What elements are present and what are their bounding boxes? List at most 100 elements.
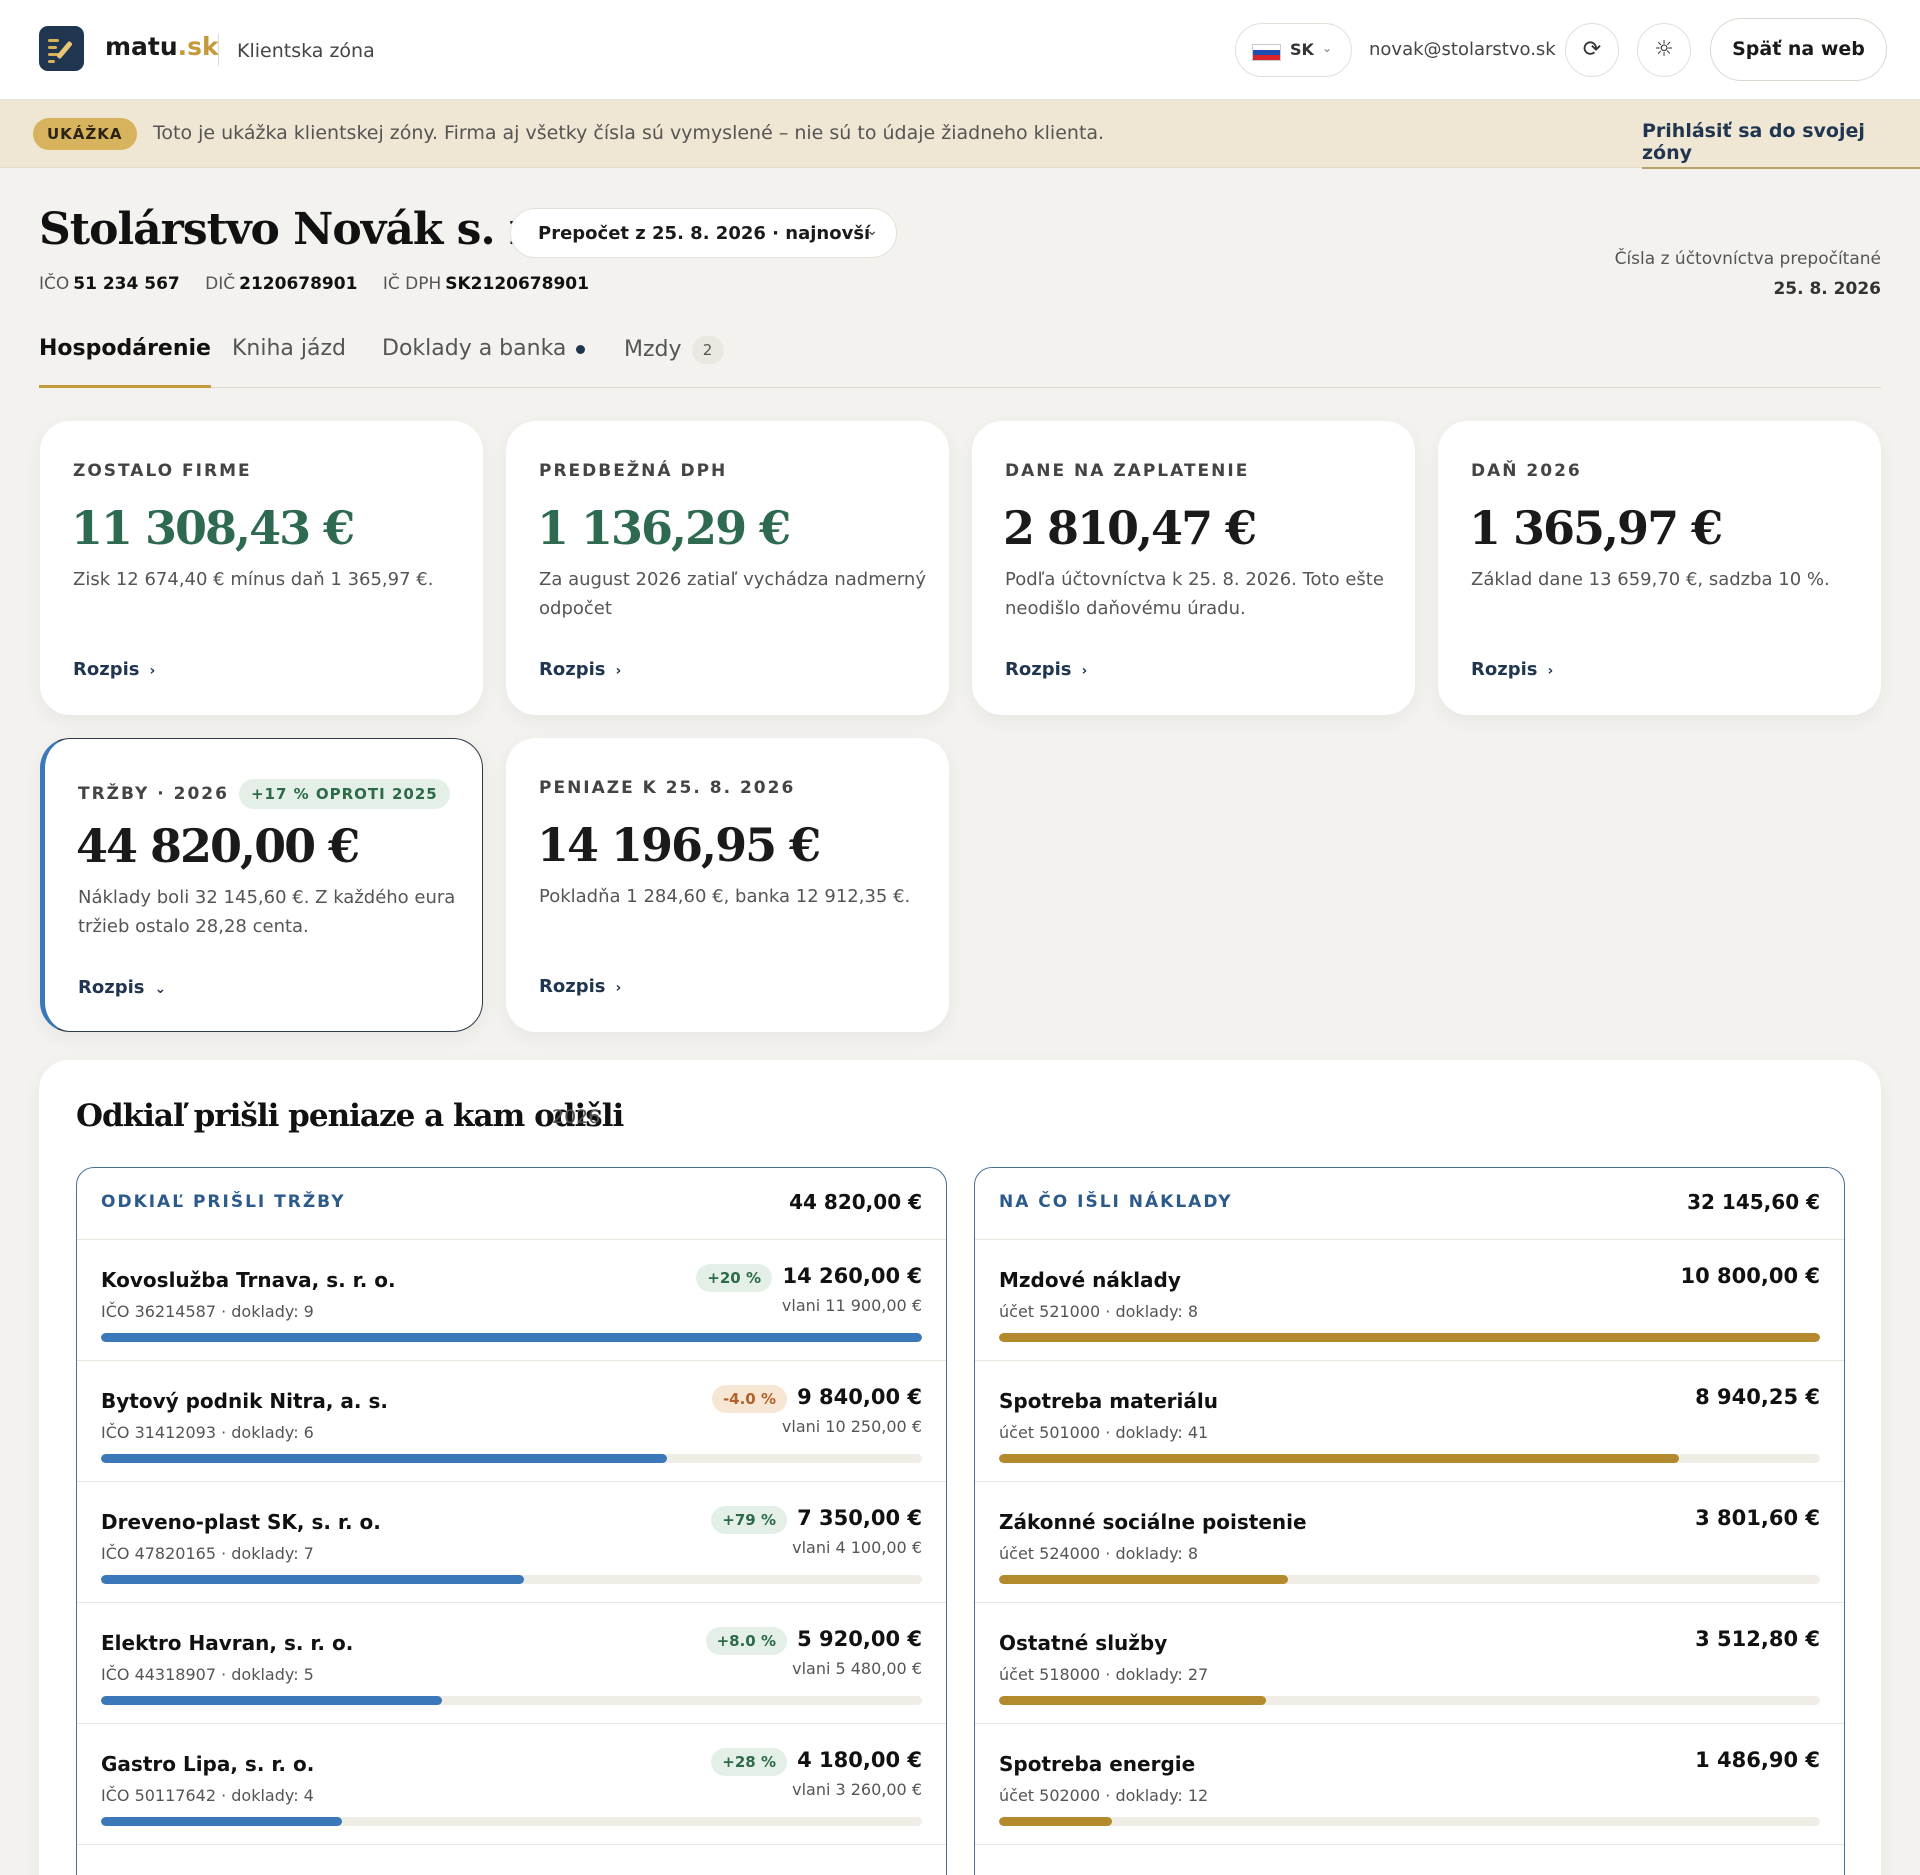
icdph-label: IČ DPH: [382, 274, 442, 294]
list-row[interactable]: Dreveno-plast SK, s. r. o. IČO 47820165 ·…: [77, 1482, 946, 1603]
kpi-label: ZOSTALO FIRME: [73, 461, 252, 481]
recalc-select[interactable]: Prepočet z 25. 8. 2026 · najnovší ⌄: [510, 208, 897, 258]
top-bar: matu.sk Klientska zóna SK ⌄ novak@stolar…: [0, 0, 1920, 100]
share-bar-fill: [101, 1575, 524, 1584]
brand-logo-icon[interactable]: [39, 26, 84, 71]
share-bar-fill: [999, 1575, 1288, 1584]
user-email: novak@stolarstvo.sk: [1369, 39, 1556, 60]
kpi-label: PENIAZE K 25. 8. 2026: [539, 778, 796, 798]
tab-hospodarenie[interactable]: Hospodárenie: [39, 336, 211, 388]
company-name: Stolárstvo Novák s. r. o.: [39, 204, 599, 255]
breakdown-link[interactable]: Rozpis ›: [539, 659, 622, 680]
share-bar-track: [999, 1454, 1820, 1463]
kpi-label: DANE NA ZAPLATENIE: [1005, 461, 1250, 481]
costs-total: 32 145,60 €: [1687, 1190, 1820, 1214]
change-badge: +20 %: [696, 1264, 772, 1292]
theme-toggle-button[interactable]: ☼: [1637, 23, 1691, 77]
row-previous-year: vlani 10 250,00 €: [781, 1417, 922, 1436]
trend-badge: +17 % OPROTI 2025: [238, 779, 450, 809]
breakdown-link[interactable]: Rozpis ›: [1471, 659, 1554, 680]
row-amount: 10 800,00 €: [1680, 1264, 1821, 1288]
row-subtitle: účet 521000 · doklady: 8: [999, 1302, 1199, 1321]
kpi-description: Zisk 12 674,40 € mínus daň 1 365,97 €.: [73, 569, 434, 590]
kpi-label: DAŇ 2026: [1471, 461, 1582, 481]
share-bar-fill: [999, 1454, 1679, 1463]
breakdown-link[interactable]: Rozpis ›: [539, 976, 622, 997]
zone-label: Klientska zóna: [237, 40, 375, 62]
brand-name[interactable]: matu.sk: [105, 32, 219, 61]
language-select[interactable]: SK ⌄: [1235, 23, 1352, 77]
change-badge: +8.0 %: [705, 1627, 787, 1655]
kpi-value: 11 308,43 €: [71, 501, 355, 555]
row-name: Elektro Havran, s. r. o.: [101, 1631, 354, 1655]
chevron-down-icon: ⌄: [154, 981, 167, 997]
row-subtitle: IČO 44318907 · doklady: 5: [101, 1665, 314, 1684]
sun-icon: ☼: [1654, 37, 1674, 62]
share-bar-fill: [101, 1454, 668, 1463]
share-bar-track: [101, 1333, 922, 1342]
kpi-value: 1 365,97 €: [1469, 501, 1723, 555]
row-subtitle: IČO 50117642 · doklady: 4: [101, 1786, 314, 1805]
chevron-down-icon: ⌄: [866, 223, 878, 239]
breakdown-link[interactable]: Rozpis ›: [73, 659, 156, 680]
list-row[interactable]: Gastro Lipa, s. r. o. IČO 50117642 · dokl…: [77, 1724, 946, 1845]
share-bar-track: [101, 1696, 922, 1705]
kpi-description: Pokladňa 1 284,60 €, banka 12 912,35 €.: [539, 886, 911, 907]
list-row[interactable]: Spotreba energie účet 502000 · doklady: 1…: [975, 1724, 1844, 1845]
share-bar-fill: [101, 1333, 922, 1342]
slovak-flag-icon: [1252, 44, 1281, 61]
row-name: Gastro Lipa, s. r. o.: [101, 1752, 315, 1776]
kpi-card-trzby[interactable]: TRŽBY · 2026 +17 % OPROTI 2025 44 820,00 …: [40, 738, 483, 1032]
breakdown-toggle[interactable]: Rozpis ⌄: [78, 977, 167, 998]
row-name: Kovoslužba Trnava, s. r. o.: [101, 1268, 396, 1292]
row-amount: 5 920,00 €: [797, 1627, 922, 1651]
share-bar-track: [101, 1817, 922, 1826]
change-badge: +28 %: [711, 1748, 787, 1776]
costs-list-title: NA ČO IŠLI NÁKLADY: [999, 1192, 1233, 1212]
tab-mzdy[interactable]: Mzdy 2: [624, 336, 724, 388]
share-bar-fill: [999, 1696, 1266, 1705]
row-name: Dreveno-plast SK, s. r. o.: [101, 1510, 381, 1534]
list-row[interactable]: Bytový podnik Nitra, a. s. IČO 31412093 ·…: [77, 1361, 946, 1482]
list-row[interactable]: Ostatné služby účet 518000 · doklady: 27 3…: [975, 1603, 1844, 1724]
kpi-label: TRŽBY · 2026 +17 % OPROTI 2025: [78, 779, 450, 809]
demo-banner: UKÁŽKA Toto je ukážka klientskej zóny. F…: [0, 100, 1920, 169]
list-row[interactable]: Spotreba materiálu účet 501000 · doklady:…: [975, 1361, 1844, 1482]
row-subtitle: účet 518000 · doklady: 27: [999, 1665, 1209, 1684]
list-row[interactable]: Zákonné sociálne poistenie účet 524000 · …: [975, 1482, 1844, 1603]
tab-count-badge: 2: [691, 336, 724, 364]
refresh-button[interactable]: ⟳: [1565, 23, 1619, 77]
back-to-web-button[interactable]: Späť na web: [1710, 18, 1887, 81]
revenue-list-title: ODKIAĽ PRIŠLI TRŽBY: [101, 1192, 346, 1212]
list-row[interactable]: Elektro Havran, s. r. o. IČO 44318907 · d…: [77, 1603, 946, 1724]
row-name: Mzdové náklady: [999, 1268, 1181, 1292]
row-previous-year: vlani 3 260,00 €: [792, 1780, 922, 1799]
tab-doklady-a-banka[interactable]: Doklady a banka: [382, 336, 586, 388]
share-bar-track: [999, 1333, 1820, 1342]
row-amount: 8 940,25 €: [1695, 1385, 1820, 1409]
row-previous-year: vlani 5 480,00 €: [792, 1659, 922, 1678]
money-flows-panel: Odkiaľ prišli peniaze a kam odišli 2026 …: [39, 1060, 1881, 1875]
row-amount: 14 260,00 €: [782, 1264, 923, 1288]
chevron-right-icon: ›: [615, 980, 622, 996]
chevron-down-icon: ⌄: [1322, 41, 1333, 55]
tab-kniha-jazd[interactable]: Kniha jázd: [232, 336, 347, 361]
breakdown-link[interactable]: Rozpis ›: [1005, 659, 1088, 680]
recalc-note-date: 25. 8. 2026: [1773, 279, 1881, 299]
login-link[interactable]: Prihlásiť sa do svojej zóny: [1642, 120, 1920, 169]
kpi-description: Náklady boli 32 145,60 €. Z každého eura…: [78, 887, 456, 937]
share-bar-track: [101, 1575, 922, 1584]
row-subtitle: účet 524000 · doklady: 8: [999, 1544, 1199, 1563]
kpi-description: Podľa účtovníctva k 25. 8. 2026. Toto eš…: [1005, 569, 1384, 619]
kpi-value: 14 196,95 €: [537, 818, 821, 872]
kpi-card-predbezna-dph: PREDBEŽNÁ DPH 1 136,29 € Za august 2026 …: [506, 421, 949, 715]
row-subtitle: IČO 36214587 · doklady: 9: [101, 1302, 314, 1321]
list-row[interactable]: Kovoslužba Trnava, s. r. o. IČO 36214587 …: [77, 1240, 946, 1361]
share-bar-track: [101, 1454, 922, 1463]
list-row[interactable]: Mzdové náklady účet 521000 · doklady: 8 10…: [975, 1240, 1844, 1361]
share-bar-track: [999, 1817, 1820, 1826]
row-amount: 1 486,90 €: [1695, 1748, 1820, 1772]
change-badge: +79 %: [711, 1506, 787, 1534]
kpi-value: 44 820,00 €: [76, 819, 360, 873]
row-previous-year: vlani 4 100,00 €: [792, 1538, 922, 1557]
